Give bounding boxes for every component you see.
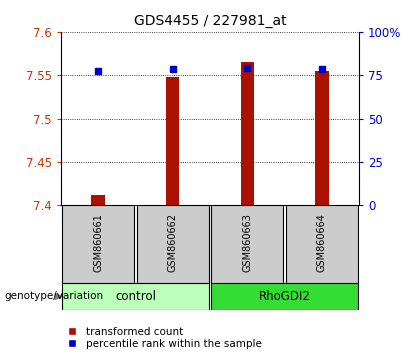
Title: GDS4455 / 227981_at: GDS4455 / 227981_at: [134, 14, 286, 28]
Text: GSM860663: GSM860663: [242, 213, 252, 272]
Text: RhoGDI2: RhoGDI2: [259, 290, 310, 303]
Text: GSM860662: GSM860662: [168, 213, 178, 272]
Text: genotype/variation: genotype/variation: [4, 291, 103, 302]
Bar: [315, 71, 328, 205]
Text: GSM860661: GSM860661: [93, 213, 103, 272]
Bar: [63, 283, 208, 310]
Bar: [92, 195, 105, 205]
Bar: [212, 205, 283, 283]
Bar: [63, 205, 134, 283]
Text: control: control: [115, 290, 156, 303]
Bar: [166, 77, 179, 205]
Bar: [137, 205, 208, 283]
Bar: [212, 283, 357, 310]
Text: GSM860664: GSM860664: [317, 213, 327, 272]
Bar: [286, 205, 357, 283]
Legend: transformed count, percentile rank within the sample: transformed count, percentile rank withi…: [62, 327, 262, 349]
Bar: [241, 62, 254, 205]
